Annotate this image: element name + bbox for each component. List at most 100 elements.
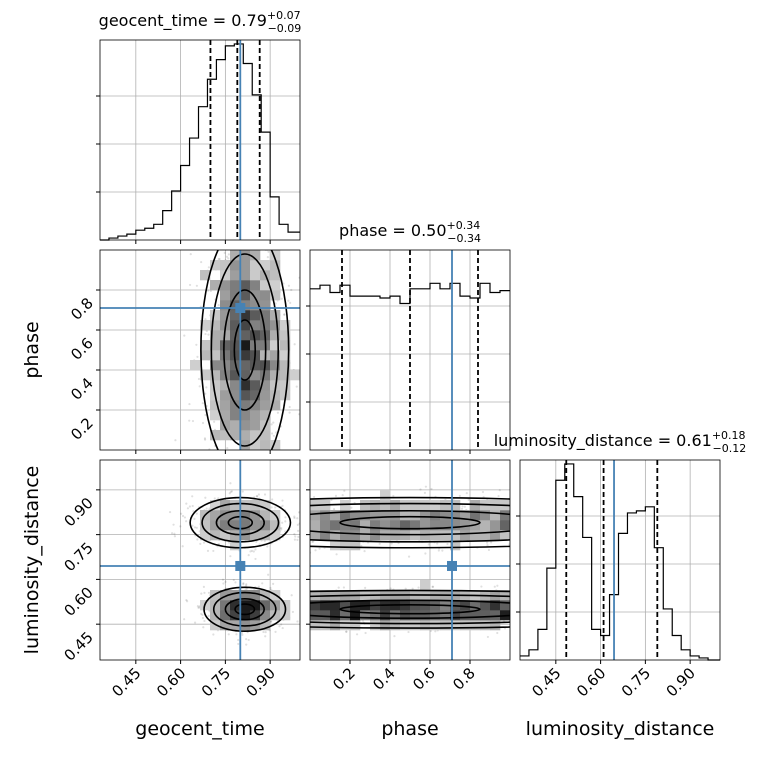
sample-point [343,489,346,492]
tick-label: 0.90 [60,494,96,530]
sample-point [196,501,198,503]
sample-point [364,631,367,635]
sample-point [242,582,245,585]
sample-point [255,475,257,477]
density-cell [250,530,261,541]
density-cell [220,600,231,611]
density-cell [240,420,251,431]
sample-point [263,493,267,496]
sample-point [288,405,291,409]
sample-point [251,134,253,136]
sample-point [206,549,210,553]
sample-point [280,623,283,626]
sample-point [302,411,304,413]
sample-point [218,257,221,261]
density-cell [370,530,381,541]
sample-point [200,612,203,615]
sample-point [205,455,207,457]
sample-point [216,472,218,474]
sample-point [227,633,230,636]
density-cell [450,530,461,541]
sample-point [241,490,244,493]
sample-point [204,496,207,499]
sample-point [205,329,208,333]
sample-point [232,219,234,221]
sample-point [267,250,270,253]
sample-point [186,600,189,603]
density-cell [270,610,281,621]
sample-point [234,581,237,584]
density-cell [210,360,221,371]
density-cell [320,520,331,531]
density-cell [490,620,501,631]
sample-point [191,504,194,508]
sample-point [261,210,263,212]
density-cell [250,440,261,450]
sample-point [300,393,302,395]
sample-point [424,552,427,555]
sample-point [480,585,483,588]
density-cell [490,510,501,521]
sample-point [423,491,427,494]
sample-point [196,538,199,541]
sample-point [200,592,203,595]
sample-point [208,448,211,450]
density-cell [230,300,241,311]
sample-point [493,585,496,588]
sample-point [204,413,207,417]
diag-title: geocent_time = 0.79+0.07 −0.09 [99,9,302,35]
density-cell [280,340,291,351]
density-cell [340,530,351,541]
density-cell [440,620,451,631]
density-cell [480,520,491,531]
density-cell [270,380,281,391]
sample-point [204,332,207,336]
sample-point [183,516,187,519]
density-cell [420,520,431,531]
density-cell [200,520,211,531]
sample-point [245,584,248,587]
tick-label: 0.90 [663,664,699,700]
density-cell [350,510,361,521]
density-cell [450,620,461,631]
density-cell [240,280,251,291]
sample-point [342,586,346,589]
sample-point [173,223,175,225]
density-cell [270,280,281,291]
density-cell [240,260,251,271]
sample-point [219,218,221,220]
density-cell [380,610,391,621]
contour-line [224,598,265,621]
diag-panel-geocent_time [100,40,300,241]
sample-point [204,318,207,321]
density-cell [280,330,291,341]
density-cell [260,590,271,601]
sample-point [419,488,422,491]
density-cell [240,500,251,511]
sample-point [230,490,234,493]
density-cell [230,500,241,511]
density-cell [440,520,451,531]
density-cell [210,310,221,321]
sample-point [179,525,182,528]
sample-point [266,231,268,233]
sample-point [293,343,296,346]
density-cell [230,510,241,521]
sample-point [228,492,231,495]
sample-point [350,506,353,509]
density-cell [340,540,351,551]
sample-point [236,457,238,459]
density-cell [250,520,261,531]
density-cell [210,410,221,421]
density-cell [230,290,241,301]
sample-point [173,532,176,535]
density-cell [220,420,231,431]
density-cell [470,610,481,621]
panel-frame [309,249,511,451]
sample-point [268,456,270,458]
truth-marker [235,560,246,571]
sample-point [202,541,206,544]
density-cell [270,400,281,411]
sample-point [246,245,248,247]
density-cell [220,410,231,421]
